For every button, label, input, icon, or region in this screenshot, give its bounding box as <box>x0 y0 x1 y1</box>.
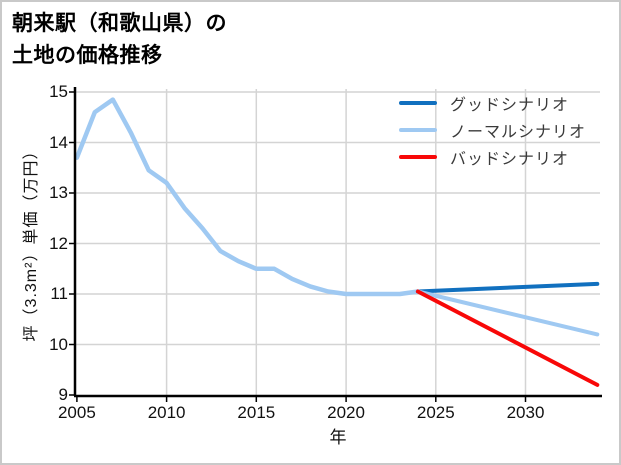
chart-title-line2: 土地の価格推移 <box>12 43 163 67</box>
legend-label-good-scenario: グッドシナリオ <box>450 96 570 114</box>
legend-label-bad-scenario: バッドシナリオ <box>450 150 570 168</box>
y-tick-label: 13 <box>49 183 68 203</box>
legend-swatch-bad-scenario <box>399 154 437 159</box>
y-tick-label: 14 <box>49 132 68 152</box>
x-tick-label: 2015 <box>237 403 276 422</box>
legend-label-normal-scenario: ノーマルシナリオ <box>450 123 587 141</box>
x-tick-label: 2010 <box>147 403 186 422</box>
series-line-normal-scenario <box>415 289 600 337</box>
x-tick-label: 2005 <box>57 403 96 422</box>
series-line-good-scenario <box>415 281 600 294</box>
x-axis-label: 年 <box>329 428 347 447</box>
series-line-historical <box>74 97 421 297</box>
legend-item-normal-scenario: ノーマルシナリオ <box>399 116 586 143</box>
tick-marks <box>69 91 527 402</box>
chart-title: 朝来駅（和歌山県）の 土地の価格推移 <box>12 8 227 71</box>
legend-item-good-scenario: グッドシナリオ <box>399 89 586 116</box>
x-tick-label: 2020 <box>327 403 365 422</box>
axes-spines <box>73 87 602 398</box>
y-tick-label: 11 <box>50 284 68 303</box>
series-line-bad-scenario <box>415 289 600 387</box>
legend-item-bad-scenario: バッドシナリオ <box>399 143 586 170</box>
y-tick-label: 15 <box>49 82 68 102</box>
chart-title-line1: 朝来駅（和歌山県）の <box>12 12 227 35</box>
x-tick-label: 2030 <box>506 403 545 422</box>
legend-swatch-good-scenario <box>399 100 437 105</box>
legend: グッドシナリオ ノーマルシナリオ バッドシナリオ <box>399 89 586 170</box>
legend-swatch-normal-scenario <box>399 127 437 132</box>
x-tick-label: 2025 <box>416 403 455 422</box>
y-tick-label: 10 <box>49 334 68 354</box>
y-tick-label: 12 <box>49 233 68 253</box>
y-tick-label: 9 <box>58 385 68 404</box>
